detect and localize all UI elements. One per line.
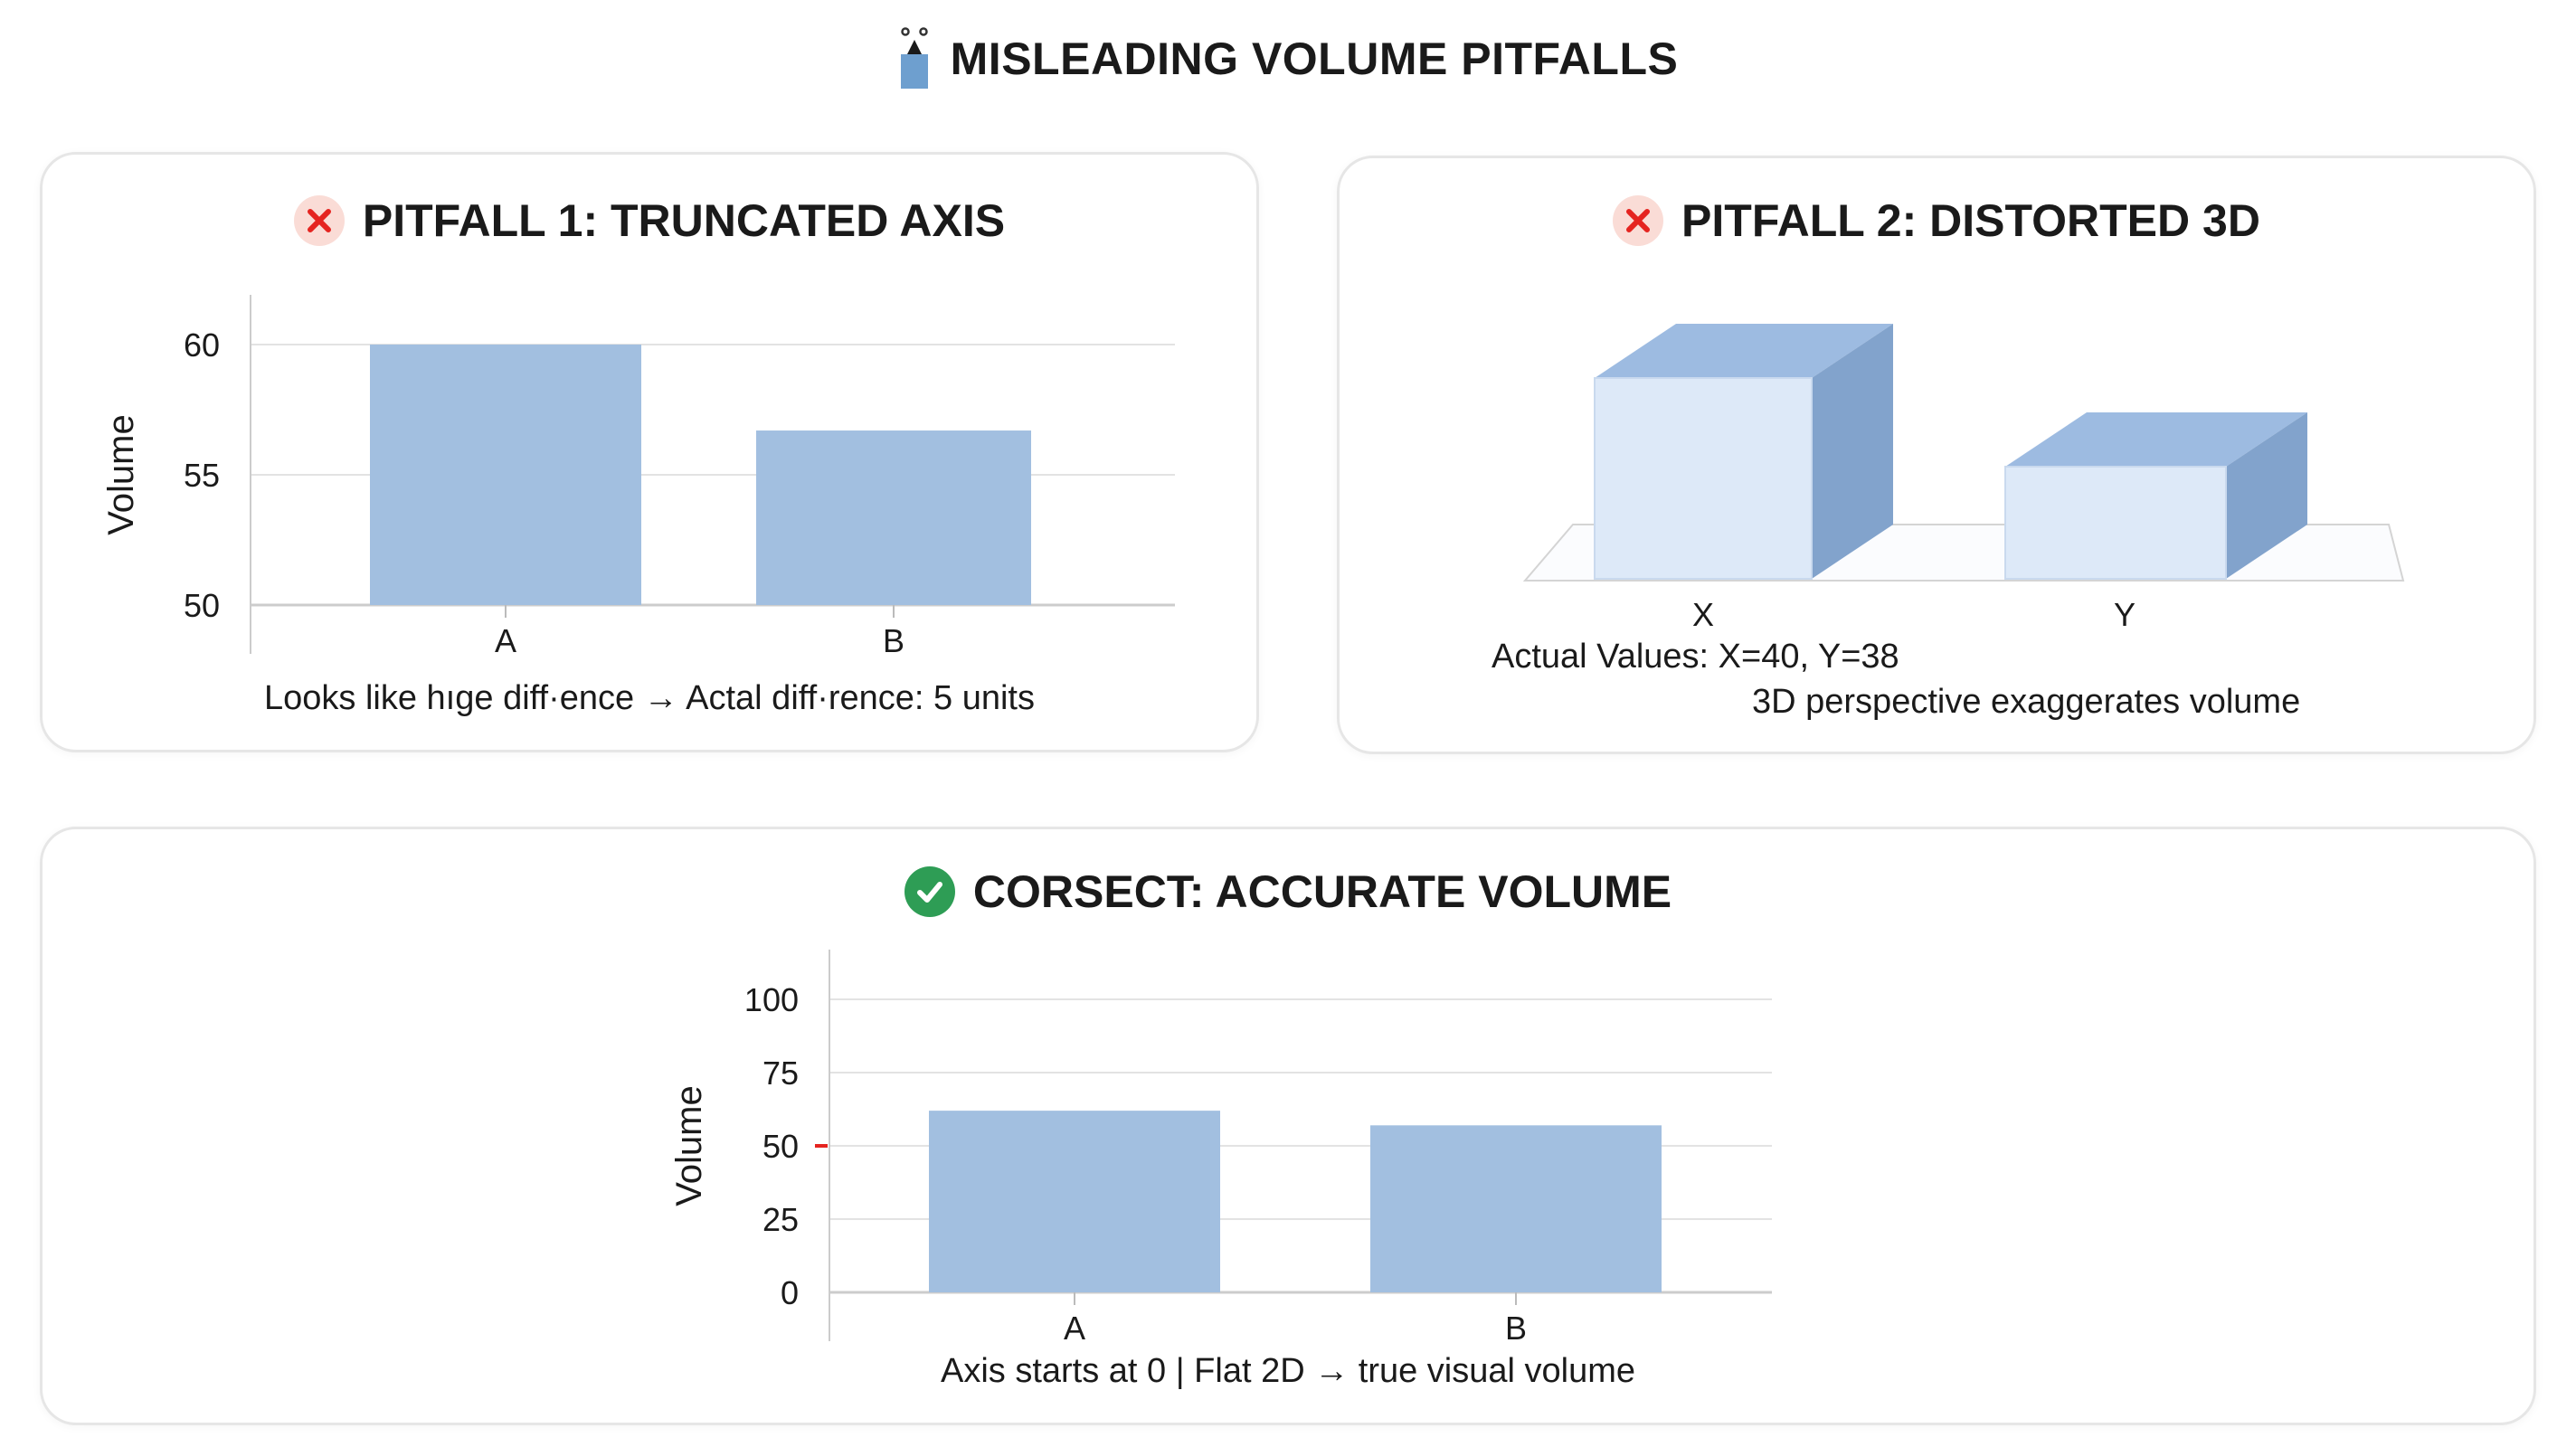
y-tick-label: 0 [781, 1274, 799, 1311]
y-tick-label: 75 [762, 1055, 799, 1092]
pitfall-truncated-axis-panel: PITFALL 1: TRUNCATED AXIS 50 55 60 A B Volume… [40, 152, 1259, 752]
panel-title-row: PITFALL 2: DISTORTED 3D [1340, 194, 2533, 247]
panel-caption: Looks like hıge diff·ence → Actal diff·r… [264, 679, 1035, 717]
x-tick-label: B [1505, 1310, 1527, 1347]
actual-values-caption: Actual Values: X=40, Y=38 [1492, 638, 1899, 676]
bar-3d-x [1594, 324, 1893, 580]
page-title: MISLEADING VOLUME PITFALLS [950, 33, 1679, 84]
check-mark-icon [904, 866, 955, 917]
perspective-note-caption: 3D perspective exaggerates volume [1752, 683, 2301, 721]
y-tick-label: 100 [744, 981, 799, 1018]
panel-title: PITFALL 2: DISTORTED 3D [1681, 195, 2260, 246]
truncated-axis-bar-chart: 50 55 60 A B Volume [101, 295, 1175, 659]
y-axis-label: Volume [669, 1085, 709, 1206]
bar-3d-y [2004, 412, 2307, 580]
x-tick-label: X [1692, 596, 1714, 633]
page-header: MISLEADING VOLUME PITFALLS [0, 20, 2576, 98]
flask-icon [900, 27, 928, 89]
y-tick-label: 50 [762, 1128, 799, 1165]
panel-title: PITFALL 1: TRUNCATED AXIS [362, 195, 1006, 246]
y-tick-label: 25 [762, 1201, 799, 1238]
panel-title-row: CORSECT: ACCURATE VOLUME [43, 865, 2533, 918]
panel-title: CORSECT: ACCURATE VOLUME [972, 866, 1672, 917]
bar-b [1370, 1125, 1662, 1292]
bar-a [370, 345, 641, 605]
y-tick-label: 55 [184, 457, 220, 494]
x-mark-icon [1613, 195, 1664, 246]
x-tick-label: B [883, 622, 904, 659]
cube-side-face [2226, 412, 2307, 579]
cube-top-face [2005, 412, 2307, 467]
bar-b [756, 430, 1031, 605]
x-tick-label: A [1064, 1310, 1085, 1347]
bar-a [929, 1111, 1220, 1292]
y-tick-label: 60 [184, 326, 220, 364]
panel-caption: Axis starts at 0 | Flat 2D → true visual… [940, 1352, 1635, 1390]
y-axis-label: Volume [101, 414, 141, 534]
x-tick-label: Y [2114, 596, 2136, 633]
correct-accurate-volume-panel: CORSECT: ACCURATE VOLUME 0 25 50 75 100 A B Vol… [40, 827, 2536, 1425]
cube-side-face [1812, 324, 1893, 579]
cube-front-face [1594, 377, 1813, 580]
cube-top-face [1595, 324, 1893, 378]
x-tick-label: A [495, 622, 516, 659]
x-mark-icon [293, 195, 345, 246]
panel-title-row: PITFALL 1: TRUNCATED AXIS [43, 194, 1256, 247]
y-tick-label: 50 [184, 587, 220, 624]
cube-front-face [2004, 466, 2227, 580]
accurate-volume-bar-chart: 0 25 50 75 100 A B Volume [669, 950, 1772, 1347]
